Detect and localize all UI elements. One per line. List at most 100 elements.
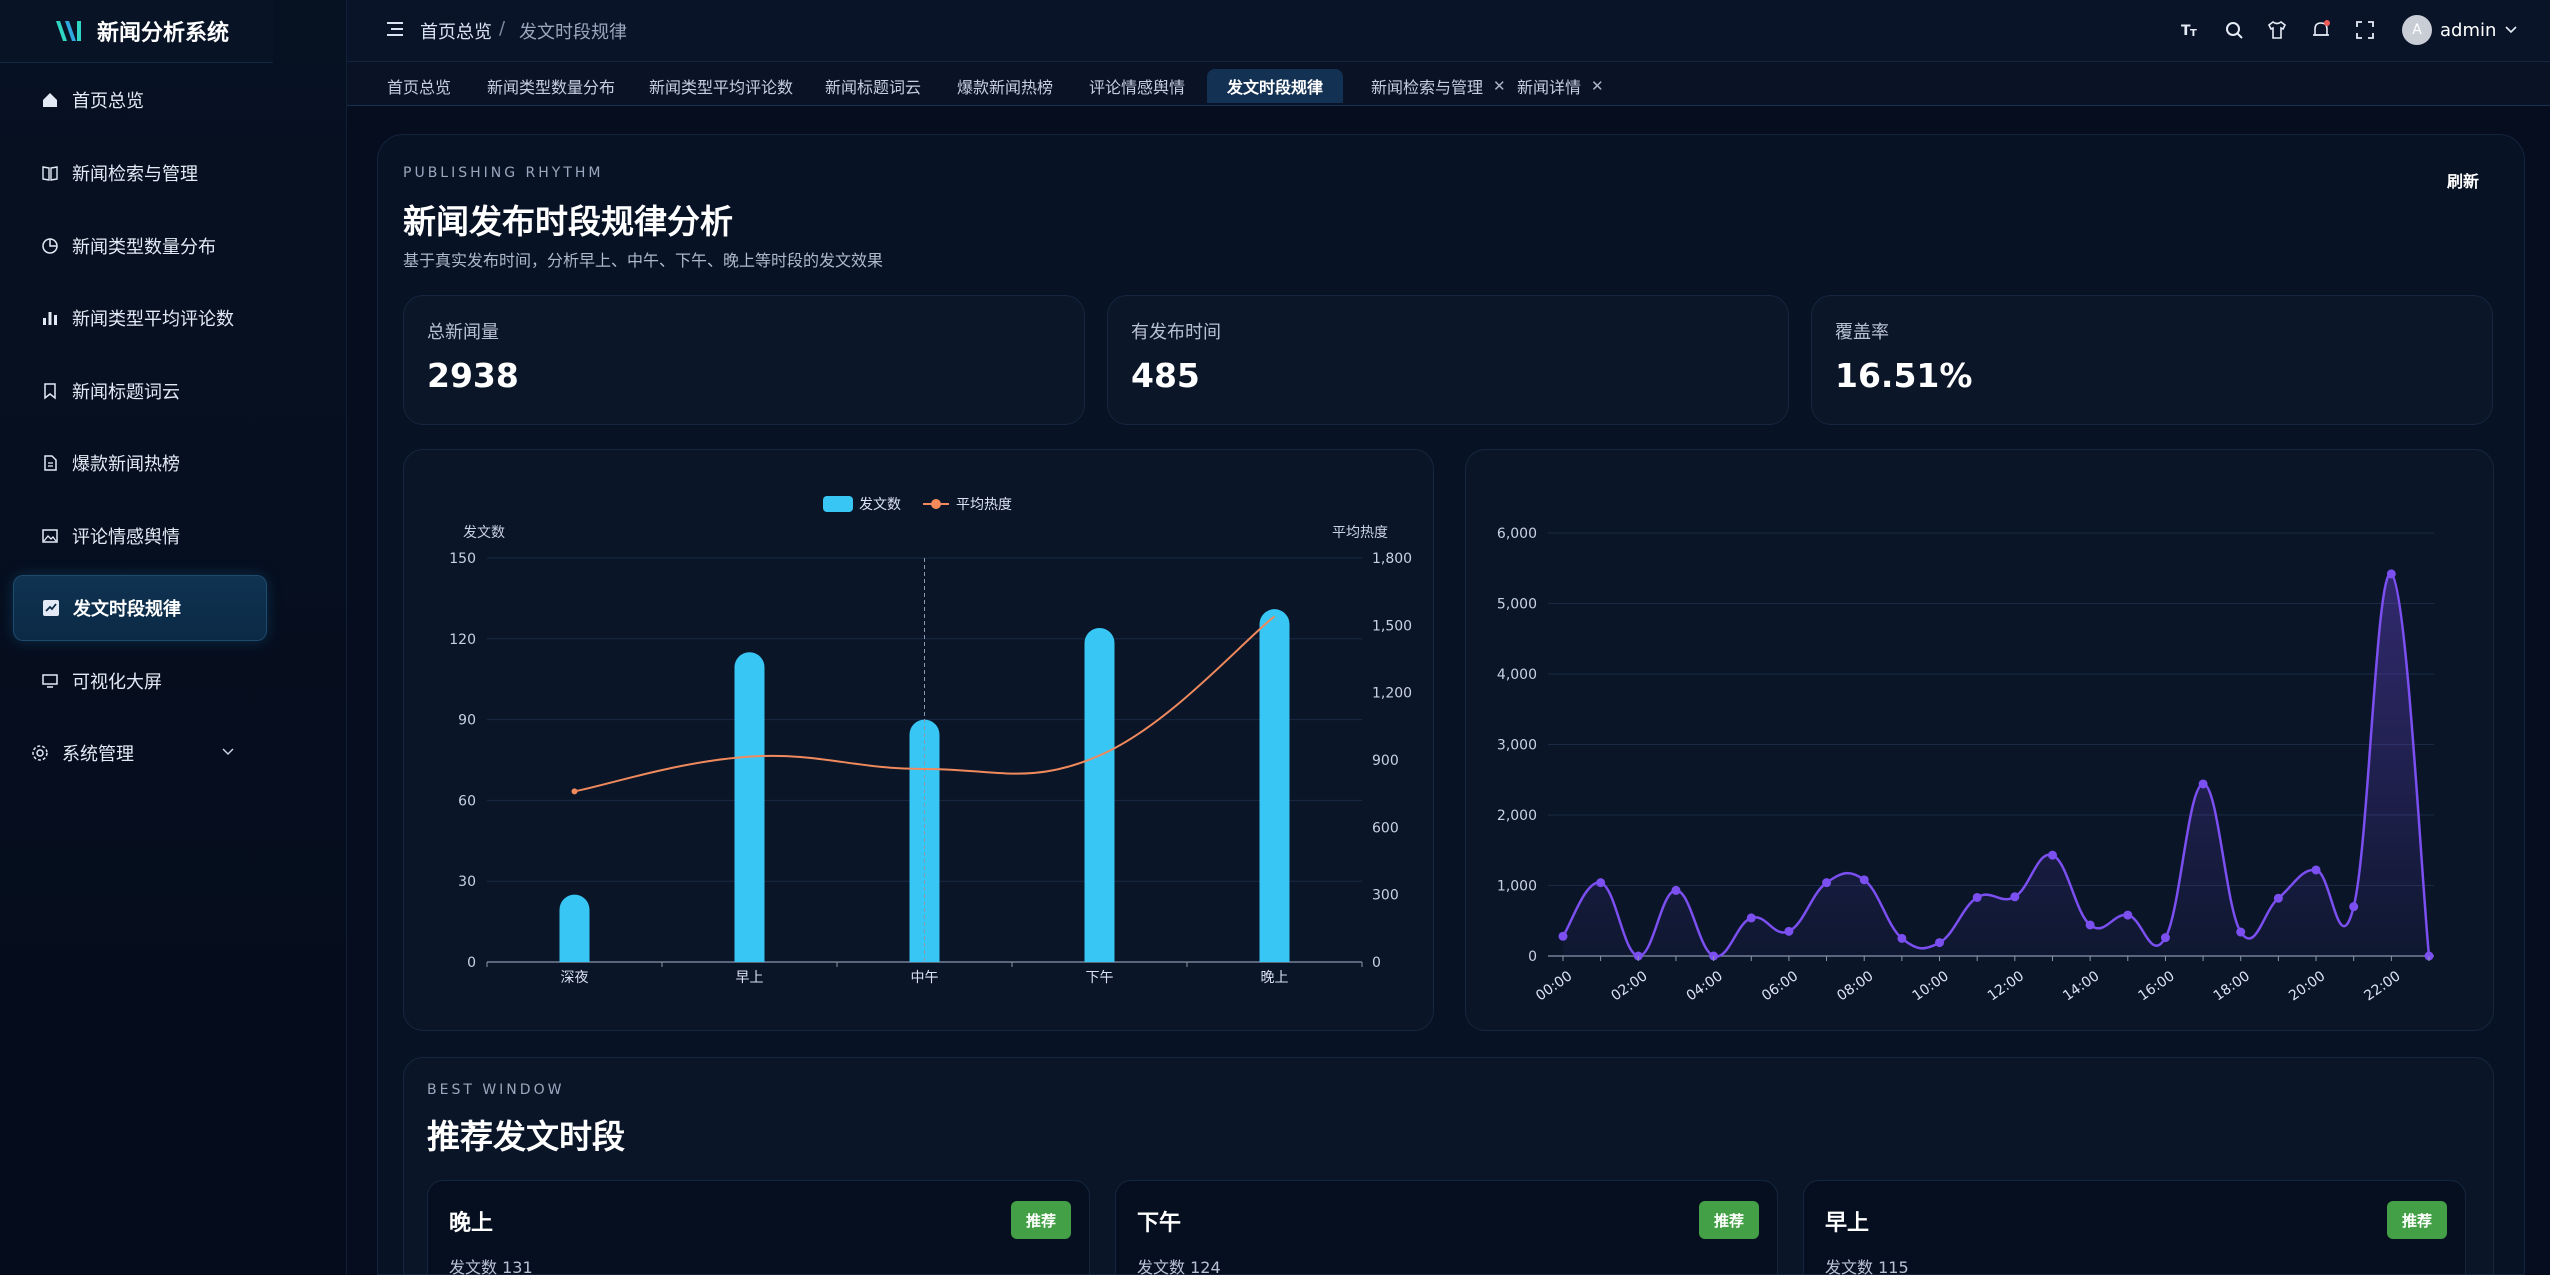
search-icon[interactable] (2224, 20, 2244, 40)
page-title: 新闻发布时段规律分析 (403, 202, 733, 241)
chevron-down-icon (2505, 26, 2517, 34)
user-name: admin (2440, 19, 2497, 41)
tab-label: 新闻标题词云 (825, 78, 922, 97)
y-tick-label: 30 (458, 874, 476, 890)
stat-card-total: 总新闻量 2938 (403, 295, 1085, 425)
y2-tick-label: 0 (1372, 955, 1381, 971)
topbar: 首页总览 / 发文时段规律 T T A admin (347, 0, 2550, 62)
stat-value: 2938 (427, 356, 519, 395)
legend-marker-line (931, 499, 941, 509)
y-tick-label: 90 (458, 713, 476, 729)
sidebar-item-label: 评论情感舆情 (72, 527, 180, 548)
tab-8[interactable]: 新闻详情 ✕ (1497, 69, 1624, 103)
x-tick-label: 22:00 (2361, 968, 2403, 1004)
recommend-card: 晚上 推荐 发文数 131 (427, 1180, 1090, 1275)
shirt-icon[interactable] (2267, 20, 2287, 40)
book-icon (41, 164, 59, 182)
bell-icon[interactable] (2311, 20, 2331, 40)
menu-toggle-icon[interactable] (387, 22, 403, 36)
data-point (2349, 902, 2359, 912)
sidebar-item-4[interactable]: 新闻标题词云 (13, 358, 267, 424)
y-tick-label: 0 (1528, 949, 1537, 965)
refresh-button[interactable]: 刷新 (2447, 172, 2480, 191)
x-tick-label: 12:00 (1985, 968, 2027, 1004)
best-title: 推荐发文时段 (427, 1117, 625, 1156)
x-tick-label: 04:00 (1684, 968, 1726, 1004)
page-subtitle: 基于真实发布时间，分析早上、中午、下午、晚上等时段的发文效果 (403, 251, 884, 270)
avatar: A (2402, 15, 2432, 45)
sidebar-item-6[interactable]: 评论情感舆情 (13, 503, 267, 569)
stat-value: 16.51% (1835, 356, 1973, 395)
sidebar-item-7[interactable]: 发文时段规律 (13, 575, 267, 641)
tab-label: 评论情感舆情 (1089, 78, 1186, 97)
sidebar-item-3[interactable]: 新闻类型平均评论数 (13, 285, 267, 351)
x-tick-label: 00:00 (1533, 968, 1575, 1004)
tab-0[interactable]: 首页总览 (367, 69, 471, 103)
sidebar-item-0[interactable]: 首页总览 (13, 67, 267, 133)
home-icon (41, 91, 59, 109)
logo-icon (56, 21, 81, 41)
stat-value: 485 (1131, 356, 1200, 395)
svg-text:T: T (2181, 23, 2191, 39)
y2-tick-label: 1,200 (1372, 686, 1412, 702)
x-tick-label: 16:00 (2135, 968, 2177, 1004)
y-tick-label: 4,000 (1497, 667, 1537, 683)
best-eyebrow: BEST WINDOW (427, 1082, 565, 1098)
breadcrumb-current: 发文时段规律 (519, 22, 627, 43)
y-tick-label: 120 (449, 632, 476, 648)
sidebar-item-1[interactable]: 新闻检索与管理 (13, 140, 267, 206)
sidebar-item-5[interactable]: 爆款新闻热榜 (13, 430, 267, 496)
y2-tick-label: 1,800 (1372, 551, 1412, 567)
bar (1259, 609, 1290, 962)
gear-icon (31, 744, 49, 762)
sidebar-item-2[interactable]: 新闻类型数量分布 (13, 213, 267, 279)
tab-label: 新闻详情 (1517, 78, 1582, 97)
tab-5[interactable]: 评论情感舆情 (1069, 69, 1205, 103)
data-point (1935, 938, 1945, 948)
tab-label: 新闻检索与管理 (1371, 78, 1484, 97)
stat-card-coverage: 覆盖率 16.51% (1811, 295, 2493, 425)
stat-label: 总新闻量 (427, 322, 499, 343)
tab-3[interactable]: 新闻标题词云 (805, 69, 941, 103)
tab-4[interactable]: 爆款新闻热榜 (937, 69, 1073, 103)
recommend-card: 下午 推荐 发文数 124 (1115, 1180, 1778, 1275)
x-tick-label: 中午 (911, 970, 939, 986)
sidebar-item-9[interactable]: 系统管理 (3, 720, 257, 786)
font-size-icon[interactable]: T T (2180, 20, 2200, 40)
data-point (2198, 779, 2208, 789)
tab-2[interactable]: 新闻类型平均评论数 (629, 69, 813, 103)
trend-icon (42, 599, 60, 617)
close-icon[interactable]: ✕ (1591, 77, 1604, 95)
logo-row[interactable]: 新闻分析系统 (0, 0, 273, 63)
data-point (1596, 878, 1606, 888)
y2-tick-label: 900 (1372, 753, 1399, 769)
pie-icon (41, 237, 59, 255)
recommend-count: 发文数 115 (1825, 1258, 1909, 1275)
fullscreen-icon[interactable] (2355, 20, 2375, 40)
series-area (1563, 573, 2429, 957)
tab-6[interactable]: 发文时段规律 (1207, 69, 1344, 103)
data-point (2311, 865, 2321, 875)
recommend-badge: 推荐 (1011, 1201, 1071, 1239)
data-point (1671, 885, 1681, 895)
legend-swatch-bar (823, 496, 853, 512)
y2-tick-label: 300 (1372, 888, 1399, 904)
x-tick-label: 早上 (736, 970, 764, 986)
x-tick-label: 14:00 (2060, 968, 2102, 1004)
y2-tick-label: 1,500 (1372, 618, 1412, 634)
hourly-area-chart[interactable]: 0 1,000 2,000 3,000 4,000 5,000 6,000 00:00 02:0… (1466, 450, 2495, 1032)
y-tick-label: 1,000 (1497, 879, 1537, 895)
period-chart-card: 发文数 平均热度 发文数 平均热度 0 30 60 90 120 150 0 300 600 900 1,2… (403, 449, 1434, 1031)
breadcrumb-home[interactable]: 首页总览 (420, 22, 492, 43)
tab-7[interactable]: 新闻检索与管理 ✕ (1351, 69, 1526, 103)
data-point (1784, 926, 1794, 936)
user-menu[interactable]: A admin (2402, 15, 2518, 45)
tab-1[interactable]: 新闻类型数量分布 (467, 69, 635, 103)
sidebar-item-8[interactable]: 可视化大屏 (13, 648, 267, 714)
tab-label: 新闻类型平均评论数 (649, 78, 794, 97)
close-icon[interactable]: ✕ (1493, 77, 1506, 95)
x-tick-label: 06:00 (1759, 968, 1801, 1004)
stat-label: 覆盖率 (1835, 322, 1889, 343)
data-point (1558, 931, 1568, 941)
